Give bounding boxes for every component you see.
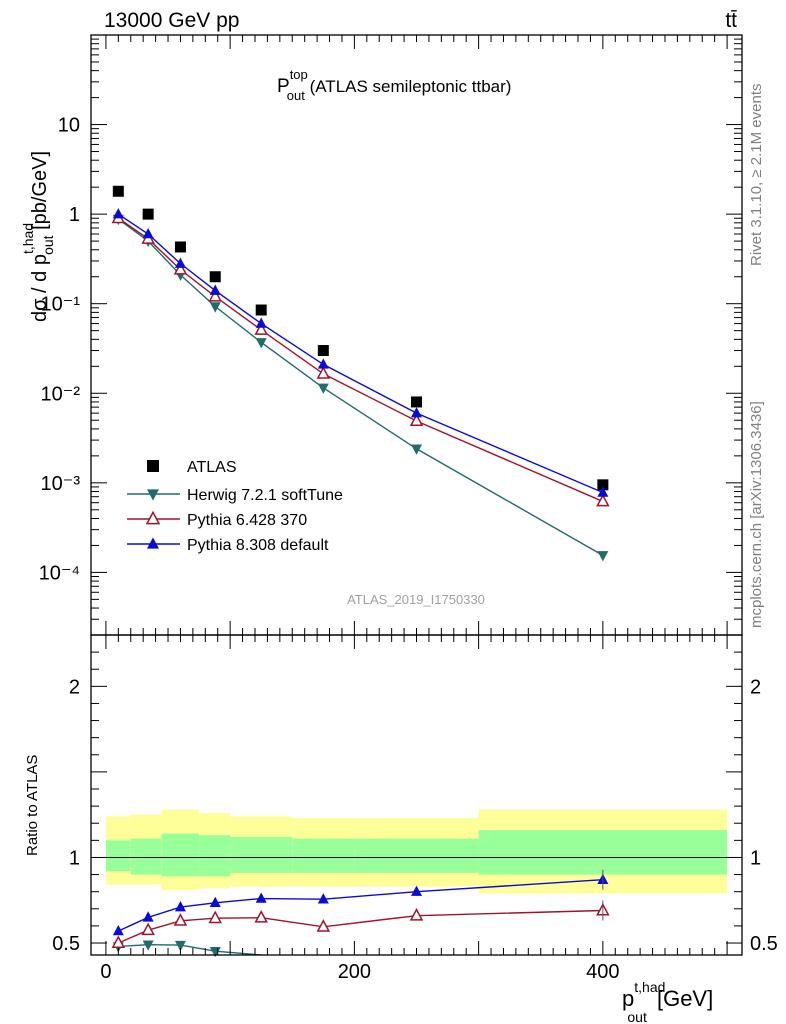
main-point-herwig-7-2-1-softtune [209,302,221,313]
ratio-plot-frame [90,634,743,956]
main-point-pythia-6-428-370 [254,322,268,335]
x-tick-label: 0 [100,961,111,983]
main-point-pythia-8-308-default [255,317,267,328]
main-point-pythia-8-308-default [142,227,154,239]
main-point-herwig-7-2-1-softtune [411,444,422,455]
ratio-point-herwig-7-2-1-softtune [174,940,186,952]
ratio-series-herwig-7-2-1-softtune [118,944,265,955]
ratio-point-pythia-8-308-default [255,892,267,903]
main-point-pythia-8-308-default [112,208,124,219]
uncertainty-band-green [130,838,162,875]
main-point-pythia-8-308-default [209,284,221,295]
ratio-series-pythia-6-428-370 [118,909,603,944]
main-y-tick-label: 1 [69,204,80,226]
ratio-y-axis-label: Ratio to ATLAS [24,755,41,856]
ratio-y-tick-label-left: 0.5 [52,933,80,955]
process-label: tt̄ [725,9,737,32]
main-point-pythia-6-428-370 [596,493,610,507]
ratio-point-pythia-8-308-default [209,896,221,908]
main-point-herwig-7-2-1-softtune [255,338,267,349]
main-y-tick-label: 10⁻² [41,383,81,405]
uncertainty-band-green [292,838,355,873]
main-point-pythia-8-308-default [597,486,609,497]
main-point-atlas [597,479,609,491]
main-point-atlas [174,241,186,253]
main-point-atlas [142,208,154,220]
main-y-tick-label: 10⁻¹ [41,294,81,316]
x-tick-label: 400 [586,961,619,983]
uncertainty-band-green [230,836,293,873]
ratio-series-pythia-8-308-default [118,879,603,932]
main-point-atlas [255,304,267,316]
ratio-point-pythia-6-428-370 [409,908,424,921]
legend-marker-pythia-8-308-default [147,537,159,549]
uncertainty-band-green [199,835,231,877]
main-point-atlas [411,396,422,408]
ratio-point-pythia-8-308-default [317,893,329,904]
x-tick-label: 200 [338,961,371,983]
legend-label-atlas: ATLAS [187,459,237,476]
ratio-point-pythia-6-428-370 [173,913,188,926]
main-point-pythia-6-428-370 [316,366,331,379]
uncertainty-band-green [478,830,728,875]
main-point-herwig-7-2-1-softtune [597,551,609,562]
main-point-pythia-6-428-370 [173,262,188,275]
legend-label-herwig-7-2-1-softtune: Herwig 7.2.1 softTune [187,487,343,504]
main-point-atlas [209,271,221,283]
main-point-atlas [317,345,329,357]
main-point-pythia-6-428-370 [208,288,222,302]
legend-marker-pythia-6-428-370 [145,510,161,525]
uncertainty-band-green [354,838,479,873]
ratio-point-pythia-6-428-370 [141,922,155,936]
rivet-version-label: Rivet 3.1.10, ≥ 2.1M events [748,84,765,267]
legend-label-pythia-8-308-default: Pythia 8.308 default [187,537,329,554]
ratio-line-pythia-8-308-default [118,879,603,932]
ratio-line-herwig-7-2-1-softtune [118,944,265,955]
main-plot-title: Ptop out (ATLAS semileptonic ttbar) [277,67,511,103]
main-point-pythia-8-308-default [411,407,422,418]
main-point-atlas [112,185,124,197]
main-line-pythia-8-308-default [117,213,604,494]
main-line-herwig-7-2-1-softtune [117,218,604,556]
energy-label: 13000 GeV pp [104,9,239,32]
x-axis-label: pt,had out [GeV] [622,979,713,1024]
main-y-tick-label: 10⁻³ [41,473,81,495]
legend-label-pythia-6-428-370: Pythia 6.428 370 [187,512,307,529]
ratio-point-pythia-6-428-370 [254,910,268,923]
ratio-point-pythia-6-428-370 [316,919,331,932]
ratio-point-pythia-8-308-default [112,924,124,936]
main-y-tick-label: 10 [58,115,80,137]
ratio-point-pythia-6-428-370 [208,910,222,924]
ratio-y-tick-label-left: 2 [69,676,80,698]
main-point-herwig-7-2-1-softtune [317,383,329,394]
main-point-pythia-8-308-default [317,358,329,369]
uncertainty-band-green [161,833,200,877]
legend-marker-atlas [147,460,159,472]
ratio-point-pythia-8-308-default [174,901,186,912]
mcplots-label: mcplots.cern.ch [arXiv:1306.3436] [748,401,765,628]
ratio-point-herwig-7-2-1-softtune [142,940,154,951]
ratio-point-pythia-6-428-370 [111,935,126,949]
ratio-y-tick-label-right: 0.5 [750,933,778,955]
main-point-pythia-8-308-default [174,257,186,268]
main-y-axis-label: dσ / d pt,had out [pb/GeV] [20,151,56,322]
ratio-y-tick-label-left: 1 [69,847,80,869]
main-line-pythia-6-428-370 [117,217,604,503]
ratio-y-tick-label-right: 2 [750,676,761,698]
main-point-pythia-6-428-370 [409,413,424,426]
ratio-point-pythia-8-308-default [411,885,422,896]
uncertainty-band-green [105,840,131,872]
legend-marker-herwig-7-2-1-softtune [147,489,159,501]
ratio-line-pythia-6-428-370 [118,909,603,944]
ratio-point-pythia-8-308-default [142,911,154,922]
main-y-tick-label: 10⁻⁴ [39,562,80,584]
analysis-watermark: ATLAS_2019_I1750330 [347,592,485,607]
ratio-y-tick-label-right: 1 [750,847,761,869]
